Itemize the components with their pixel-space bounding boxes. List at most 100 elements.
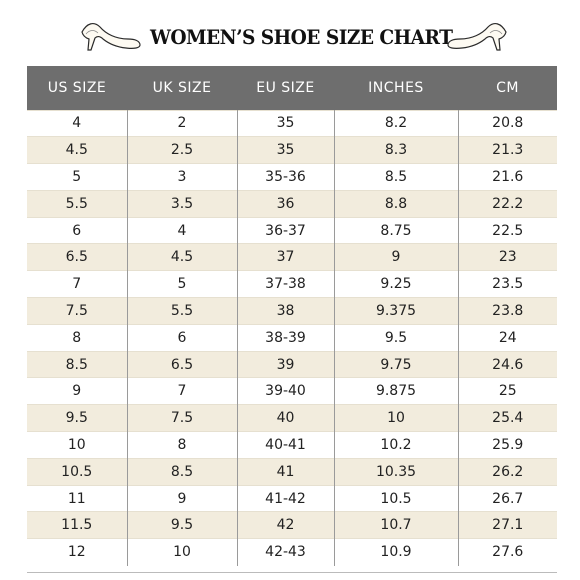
cell-cm: 25.4 — [458, 404, 557, 432]
cell-eu-size: 39 — [237, 350, 335, 378]
cell-uk-size: 6.5 — [127, 350, 238, 378]
cell-cm: 27.6 — [458, 538, 557, 566]
table-row: 4.5 2.5 35 8.3 21.3 — [27, 136, 557, 164]
cell-cm: 21.6 — [458, 163, 557, 191]
cell-uk-size: 7.5 — [127, 404, 238, 432]
cell-uk-size: 6 — [127, 323, 238, 352]
cell-inches: 8.8 — [334, 189, 459, 218]
cell-us-size: 10.5 — [27, 457, 128, 486]
cell-inches: 9 — [334, 243, 459, 271]
column-header-uk-size: UK SIZE — [127, 66, 237, 110]
table-row: 9 7 39-40 9.875 25 — [27, 377, 557, 405]
table-row: 7 5 37-38 9.25 23.5 — [27, 270, 557, 298]
cell-inches: 9.875 — [334, 377, 459, 405]
table-bottom-divider — [27, 572, 557, 573]
high-heel-shoe-icon — [447, 22, 507, 51]
cell-inches: 10 — [334, 404, 459, 432]
cell-us-size: 9 — [27, 377, 128, 405]
table-row: 11.5 9.5 42 10.7 27.1 — [27, 511, 557, 539]
cell-uk-size: 4 — [127, 216, 238, 244]
cell-uk-size: 7 — [127, 377, 238, 405]
cell-eu-size: 38 — [237, 297, 335, 325]
cell-uk-size: 4.5 — [127, 243, 238, 271]
cell-inches: 9.75 — [334, 350, 459, 378]
cell-cm: 24.6 — [458, 350, 557, 378]
table-row: 11 9 41-42 10.5 26.7 — [27, 484, 557, 512]
column-header-cm: CM — [458, 66, 557, 110]
cell-uk-size: 5 — [127, 270, 238, 298]
column-header-inches: INCHES — [334, 66, 458, 110]
cell-us-size: 4.5 — [27, 136, 128, 164]
cell-us-size: 9.5 — [27, 404, 128, 432]
cell-us-size: 12 — [27, 538, 128, 566]
cell-cm: 26.7 — [458, 484, 557, 512]
table-row: 8 6 38-39 9.5 24 — [27, 323, 557, 352]
cell-uk-size: 3 — [127, 163, 238, 191]
cell-cm: 22.2 — [458, 189, 557, 218]
table-row: 4 2 35 8.2 20.8 — [27, 109, 557, 137]
cell-us-size: 8.5 — [27, 350, 128, 378]
cell-inches: 9.375 — [334, 297, 459, 325]
cell-uk-size: 3.5 — [127, 189, 238, 218]
cell-inches: 9.5 — [334, 323, 459, 352]
cell-us-size: 11 — [27, 484, 128, 512]
cell-eu-size: 41-42 — [237, 484, 335, 512]
page-title: WOMEN’S SHOE SIZE CHART — [150, 25, 453, 49]
cell-us-size: 11.5 — [27, 511, 128, 539]
cell-us-size: 6.5 — [27, 243, 128, 271]
cell-cm: 26.2 — [458, 457, 557, 486]
cell-cm: 24 — [458, 323, 557, 352]
cell-eu-size: 42 — [237, 511, 335, 539]
cell-eu-size: 35 — [237, 136, 335, 164]
cell-inches: 10.2 — [334, 431, 459, 459]
cell-uk-size: 2 — [127, 109, 238, 137]
cell-uk-size: 9 — [127, 484, 238, 512]
cell-us-size: 7.5 — [27, 297, 128, 325]
cell-us-size: 10 — [27, 431, 128, 459]
table-row: 9.5 7.5 40 10 25.4 — [27, 404, 557, 432]
cell-eu-size: 36 — [237, 189, 335, 218]
cell-inches: 8.3 — [334, 136, 459, 164]
size-chart-table: US SIZE UK SIZE EU SIZE INCHES CM 4 2 35 8.… — [27, 66, 557, 566]
cell-eu-size: 39-40 — [237, 377, 335, 405]
cell-eu-size: 35-36 — [237, 163, 335, 191]
table-row: 12 10 42-43 10.9 27.6 — [27, 538, 557, 566]
cell-us-size: 8 — [27, 323, 128, 352]
cell-cm: 25 — [458, 377, 557, 405]
cell-inches: 10.5 — [334, 484, 459, 512]
cell-eu-size: 35 — [237, 109, 335, 137]
cell-inches: 10.35 — [334, 457, 459, 486]
cell-eu-size: 37 — [237, 243, 335, 271]
high-heel-shoe-icon — [81, 22, 141, 51]
cell-eu-size: 42-43 — [237, 538, 335, 566]
cell-cm: 25.9 — [458, 431, 557, 459]
cell-uk-size: 8.5 — [127, 457, 238, 486]
table-row: 6.5 4.5 37 9 23 — [27, 243, 557, 271]
cell-eu-size: 36-37 — [237, 216, 335, 244]
table-row: 10 8 40-41 10.2 25.9 — [27, 431, 557, 459]
cell-cm: 23.8 — [458, 297, 557, 325]
table-header-row: US SIZE UK SIZE EU SIZE INCHES CM — [27, 66, 557, 110]
cell-eu-size: 38-39 — [237, 323, 335, 352]
cell-inches: 8.75 — [334, 216, 459, 244]
cell-inches: 8.5 — [334, 163, 459, 191]
cell-inches: 9.25 — [334, 270, 459, 298]
cell-inches: 10.7 — [334, 511, 459, 539]
cell-us-size: 6 — [27, 216, 128, 244]
cell-eu-size: 40-41 — [237, 431, 335, 459]
cell-cm: 23 — [458, 243, 557, 271]
cell-uk-size: 5.5 — [127, 297, 238, 325]
cell-eu-size: 37-38 — [237, 270, 335, 298]
table-row: 10.5 8.5 41 10.35 26.2 — [27, 457, 557, 486]
column-header-eu-size: EU SIZE — [237, 66, 334, 110]
cell-cm: 20.8 — [458, 109, 557, 137]
cell-us-size: 4 — [27, 109, 128, 137]
cell-uk-size: 8 — [127, 431, 238, 459]
cell-cm: 22.5 — [458, 216, 557, 244]
table-row: 5 3 35-36 8.5 21.6 — [27, 163, 557, 191]
cell-uk-size: 10 — [127, 538, 238, 566]
table-row: 6 4 36-37 8.75 22.5 — [27, 216, 557, 244]
cell-uk-size: 9.5 — [127, 511, 238, 539]
table-row: 7.5 5.5 38 9.375 23.8 — [27, 297, 557, 325]
cell-us-size: 5.5 — [27, 189, 128, 218]
